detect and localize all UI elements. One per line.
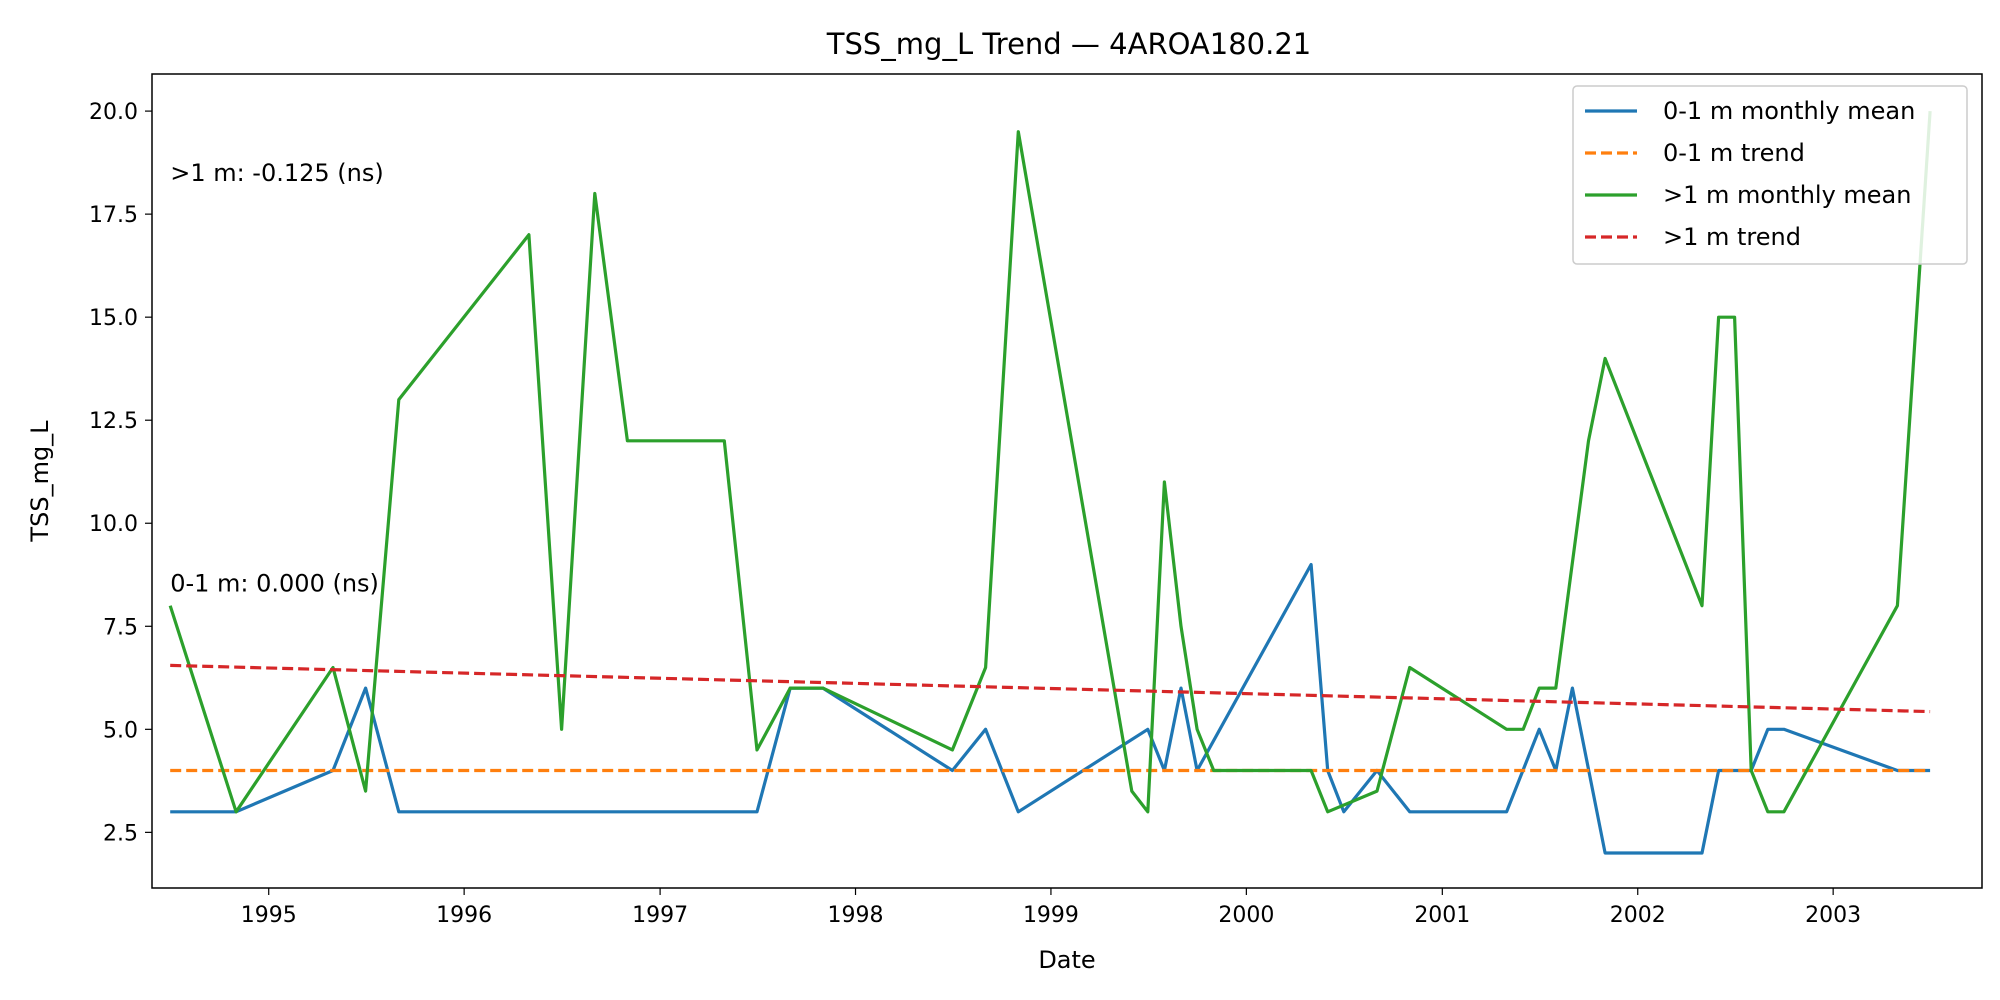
chart-title: TSS_mg_L Trend — 4AROA180.21: [826, 27, 1311, 61]
x-tick-label-4: 1999: [1023, 903, 1079, 928]
y-tick-label-4: 12.5: [89, 409, 138, 434]
legend-label-0: 0-1 m monthly mean: [1663, 97, 1915, 125]
series-line-0: [170, 562, 1931, 855]
x-tick-label-8: 2003: [1805, 903, 1861, 928]
x-axis-ticks: 1995 1996 1997 1998 1999 2000 2001 2002 2003: [241, 888, 1861, 928]
y-axis-ticks: 2.5 5.0 7.5 10.0 12.5 15.0 17.5 20.0: [89, 100, 152, 846]
x-tick-label-1: 1996: [436, 903, 492, 928]
legend-label-1: 0-1 m trend: [1663, 139, 1805, 167]
y-tick-label-7: 20.0: [89, 100, 138, 125]
y-tick-label-6: 17.5: [89, 203, 138, 228]
legend-frame: [1572, 85, 1968, 265]
legend: 0-1 m monthly mean 0-1 m trend >1 m monthl…: [1572, 85, 1968, 265]
annotation-1: 0-1 m: 0.000 (ns): [170, 569, 379, 597]
x-tick-label-2: 1997: [632, 903, 688, 928]
x-tick-label-7: 2002: [1610, 903, 1666, 928]
series-layer: [168, 110, 1932, 855]
y-tick-label-2: 7.5: [103, 615, 138, 640]
y-tick-label-5: 15.0: [89, 306, 138, 331]
y-tick-label-0: 2.5: [103, 821, 138, 846]
legend-label-3: >1 m trend: [1663, 223, 1801, 251]
annotation-0: >1 m: -0.125 (ns): [170, 159, 384, 187]
y-tick-label-3: 10.0: [89, 512, 138, 537]
annotations: >1 m: -0.125 (ns) 0-1 m: 0.000 (ns): [170, 159, 384, 597]
y-tick-label-1: 5.0: [103, 718, 138, 743]
plot-area-frame: [151, 73, 1983, 889]
x-tick-label-3: 1998: [828, 903, 884, 928]
series-line-3: [170, 663, 1931, 714]
x-tick-label-6: 2001: [1414, 903, 1470, 928]
x-axis-title: Date: [1038, 946, 1095, 974]
legend-label-2: >1 m monthly mean: [1663, 181, 1911, 209]
x-tick-label-5: 2000: [1218, 903, 1274, 928]
series-line-2: [168, 110, 1932, 814]
y-axis-title: TSS_mg_L: [26, 420, 54, 543]
x-tick-label-0: 1995: [241, 903, 297, 928]
